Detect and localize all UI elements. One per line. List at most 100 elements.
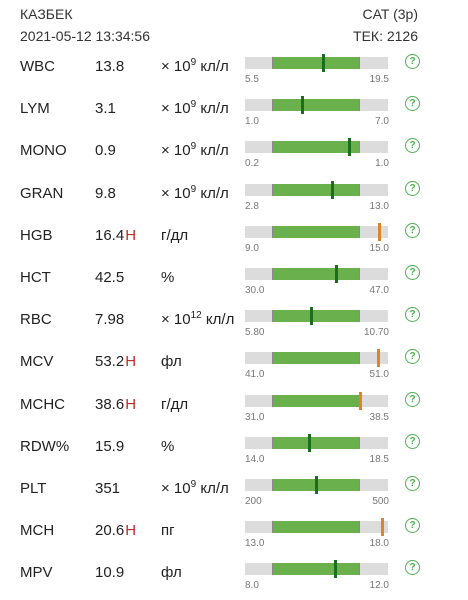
unit-suffix: кл/л (196, 58, 229, 75)
unit-suffix: кл/л (196, 480, 229, 497)
unit-main: % (161, 437, 175, 455)
normal-range-fill (272, 436, 359, 449)
result-row: PLT 351 × 109 кл/л 200 500? (0, 472, 468, 514)
param-value: 15.9 (95, 438, 125, 455)
range-high-tick (359, 225, 360, 238)
range-bar (245, 433, 388, 452)
range-high-label: 12.0 (369, 580, 389, 592)
param-unit: фл (161, 564, 182, 581)
param-name: MCH (20, 522, 55, 540)
help-icon[interactable]: ? (405, 54, 420, 69)
range-low-tick (272, 183, 273, 196)
help-icon[interactable]: ? (405, 518, 420, 534)
help-icon[interactable]: ? (405, 560, 420, 576)
value-marker (358, 391, 362, 410)
param-value: 42.5 (95, 269, 125, 286)
result-row: WBC 13.8 × 109 кл/л 5.5 19.5? (0, 50, 468, 92)
range-low-tick (272, 268, 273, 280)
normal-range-fill (272, 268, 359, 280)
unit-main: × 10 (161, 58, 191, 75)
result-row: MCV 53.2H фл 41.0 51.0? (0, 345, 468, 387)
help-icon[interactable]: ? (405, 96, 420, 112)
range-high-tick (359, 436, 360, 449)
result-row: HGB 16.4H г/дл 9.0 15.0? (0, 219, 468, 261)
param-value-number: 7.98 (95, 311, 125, 329)
range-bar (245, 265, 388, 283)
param-name: LYM (20, 100, 50, 118)
param-name: RDW% (20, 437, 70, 455)
range-low-label: 9.0 (245, 242, 259, 254)
range-high-tick (359, 479, 360, 491)
help-icon[interactable]: ? (405, 222, 420, 238)
param-value-number: 351 (95, 480, 121, 497)
unit-suffix: кл/л (196, 100, 229, 118)
result-row: HCT 42.5% 30.0 47.0? (0, 261, 468, 303)
unit-main: фл (161, 353, 182, 371)
param-value: 351 (95, 480, 121, 497)
result-row: LYM 3.1 × 109 кл/л 1.0 7.0? (0, 92, 468, 134)
range-high-tick (359, 352, 360, 365)
help-icon[interactable]: ? (405, 349, 420, 365)
range-low-tick (272, 352, 273, 365)
range-high-tick (359, 521, 360, 534)
range-low-label: 2.8 (245, 200, 259, 212)
param-unit: г/дл (161, 396, 188, 413)
unit-main: пг (161, 522, 175, 540)
test-datetime: 2021-05-12 13:34:56 (20, 28, 150, 44)
param-value: 0.9 (95, 142, 117, 159)
unit-exponent: 9 (190, 57, 197, 68)
help-icon[interactable]: ? (405, 265, 420, 280)
normal-range-fill (272, 57, 359, 69)
range-high-label: 18.5 (369, 453, 389, 465)
param-unit: × 109 кл/л (161, 57, 229, 76)
param-name: MCV (20, 353, 54, 371)
help-icon[interactable]: ? (405, 476, 420, 491)
unit-main: × 10 (161, 311, 191, 329)
result-row: MONO 0.9 × 109 кл/л 0.2 1.0? (0, 134, 468, 176)
param-name: MCHC (20, 395, 65, 413)
range-high-tick (359, 57, 360, 69)
param-unit: × 109 кл/л (161, 100, 229, 118)
help-icon[interactable]: ? (405, 138, 420, 154)
range-bar (245, 180, 388, 199)
param-unit: пг (161, 522, 175, 539)
unit-exponent: 9 (190, 141, 197, 153)
value-marker (333, 560, 337, 579)
value-marker (378, 222, 381, 241)
range-low-label: 5.5 (245, 74, 259, 85)
result-row: GRAN 9.8 × 109 кл/л 2.8 13.0? (0, 177, 468, 219)
help-icon[interactable]: ? (405, 391, 420, 407)
range-low-tick (272, 99, 273, 112)
range-high-label: 7.0 (375, 116, 389, 128)
range-low-tick (272, 394, 273, 407)
param-unit: г/дл (161, 227, 188, 244)
help-icon[interactable]: ? (405, 433, 420, 449)
range-high-label: 1.0 (375, 158, 389, 170)
range-low-label: 41.0 (245, 369, 265, 381)
value-marker (331, 180, 335, 199)
value-marker (377, 349, 381, 368)
param-value: 13.8 (95, 58, 125, 75)
range-low-label: 200 (245, 496, 262, 507)
range-low-label: 14.0 (245, 453, 265, 465)
unit-main: × 10 (161, 142, 191, 160)
unit-main: % (161, 269, 175, 286)
help-icon[interactable]: ? (405, 180, 420, 196)
range-bar (245, 222, 388, 241)
param-value: 3.1 (95, 100, 117, 117)
help-icon[interactable]: ? (405, 307, 420, 323)
range-low-tick (272, 563, 273, 576)
unit-exponent: 12 (190, 310, 202, 322)
range-high-label: 38.5 (369, 411, 389, 423)
param-value: 38.6H (95, 396, 136, 413)
range-low-label: 13.0 (245, 538, 265, 550)
range-high-label: 19.5 (369, 74, 389, 85)
param-flag: H (125, 522, 137, 540)
result-row: MCH 20.6H пг 13.0 18.0? (0, 514, 468, 556)
normal-range-fill (272, 563, 359, 576)
param-value-number: 3.1 (95, 100, 116, 118)
range-high-tick (359, 268, 360, 280)
unit-exponent: 9 (190, 183, 197, 195)
value-marker (310, 307, 314, 326)
result-row: MPV 10.9 фл 8.0 12.0? (0, 556, 468, 598)
